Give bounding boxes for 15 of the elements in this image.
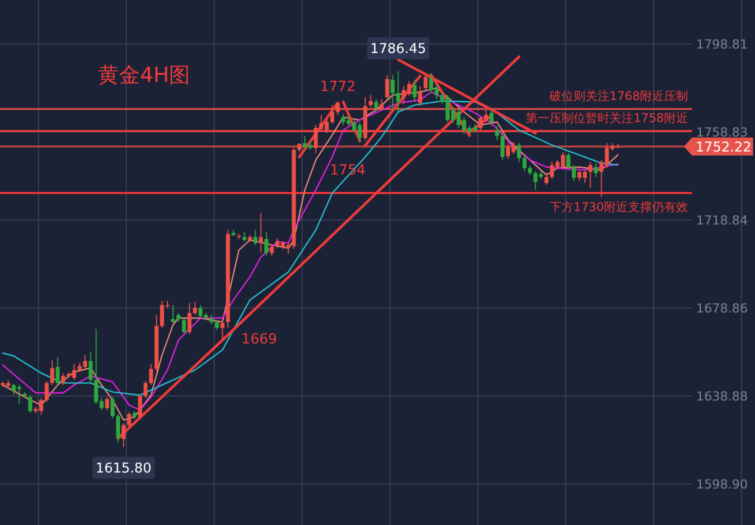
ref-line-label: 第一压制位暂时关注1758附近 bbox=[525, 110, 688, 125]
y-tick-label: 1718.84 bbox=[696, 212, 748, 228]
annotation: 1615.80 bbox=[96, 460, 152, 477]
ref-line-label: 1752.22 bbox=[696, 139, 752, 156]
y-tick-label: 1598.90 bbox=[696, 476, 748, 492]
y-tick-label: 1758.83 bbox=[696, 124, 748, 140]
y-tick-label: 1638.88 bbox=[696, 388, 748, 404]
y-tick-label: 1678.86 bbox=[696, 300, 748, 316]
text: 黄金4H图 bbox=[98, 63, 190, 87]
annotation: 1772 bbox=[320, 79, 356, 96]
ref-line-label: 破位则关注1768附近压制 bbox=[548, 88, 688, 103]
ref-line-label: 下方1730附近支撑仍有效 bbox=[549, 200, 688, 214]
y-tick-label: 1798.81 bbox=[696, 36, 748, 52]
annotation: 1786.45 bbox=[370, 41, 426, 58]
annotation: 1669 bbox=[241, 332, 278, 348]
